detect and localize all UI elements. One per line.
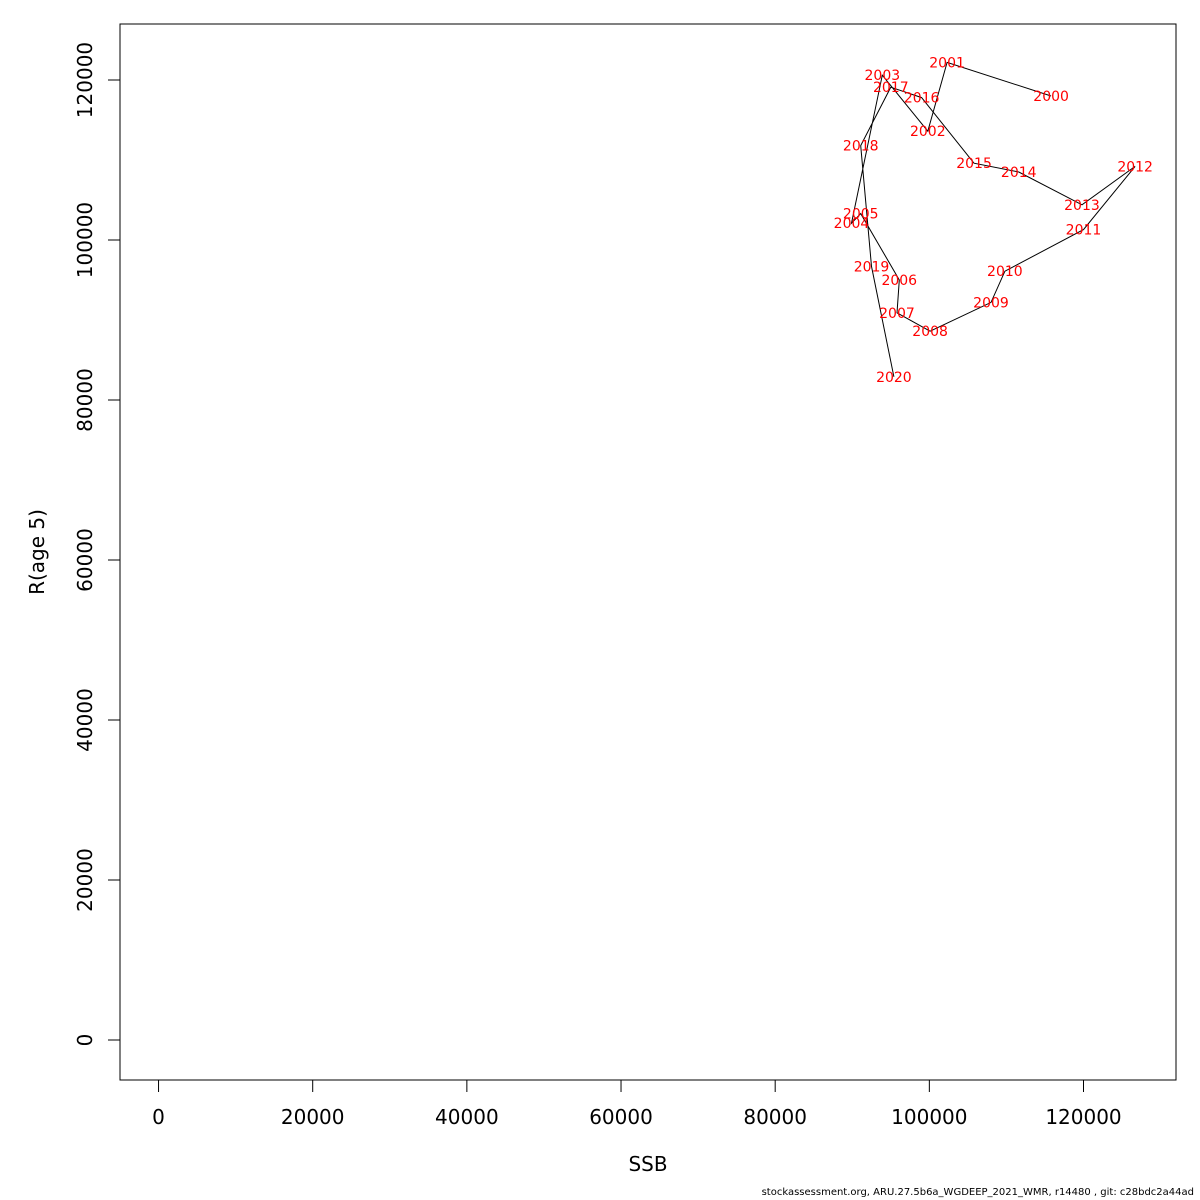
y-tick-label-2: 40000 bbox=[73, 688, 97, 752]
point-label-2017: 2017 bbox=[873, 80, 909, 96]
x-tick-label-3: 60000 bbox=[589, 1105, 653, 1129]
point-label-2018: 2018 bbox=[843, 139, 879, 155]
footer-text: stockassessment.org, ARU.27.5b6a_WGDEEP_… bbox=[761, 1187, 1194, 1198]
point-label-2002: 2002 bbox=[910, 124, 946, 140]
y-tick-label-6: 120000 bbox=[73, 42, 97, 118]
point-label-2014: 2014 bbox=[1001, 165, 1037, 181]
plot-frame bbox=[119, 23, 1177, 1081]
x-axis: 0 20000 40000 60000 80000 100000 120000 bbox=[152, 1079, 1122, 1129]
y-axis-title: R(age 5) bbox=[25, 509, 49, 595]
trajectory-line bbox=[850, 61, 1136, 377]
point-label-2001: 2001 bbox=[929, 55, 965, 71]
point-label-2015: 2015 bbox=[956, 156, 992, 172]
point-label-2011: 2011 bbox=[1066, 223, 1102, 239]
y-tick-label-0: 0 bbox=[73, 1034, 97, 1047]
point-label-2005: 2005 bbox=[843, 207, 879, 223]
y-tick-label-1: 20000 bbox=[73, 848, 97, 912]
point-label-2003: 2003 bbox=[865, 68, 901, 84]
x-tick-label-4: 80000 bbox=[743, 1105, 807, 1129]
x-tick-label-5: 100000 bbox=[891, 1105, 967, 1129]
point-label-2009: 2009 bbox=[973, 295, 1009, 311]
y-tick-label-4: 80000 bbox=[73, 368, 97, 432]
point-label-2013: 2013 bbox=[1064, 198, 1100, 214]
point-label-2012: 2012 bbox=[1117, 159, 1153, 175]
y-tick-label-5: 100000 bbox=[73, 202, 97, 278]
point-label-2000: 2000 bbox=[1033, 89, 1069, 105]
y-axis: 0 20000 40000 60000 80000 100000 120000 bbox=[73, 42, 121, 1047]
x-tick-label-6: 120000 bbox=[1045, 1105, 1121, 1129]
x-tick-label-1: 20000 bbox=[281, 1105, 345, 1129]
y-tick-label-3: 60000 bbox=[73, 528, 97, 592]
point-label-2016: 2016 bbox=[904, 91, 940, 107]
point-label-2010: 2010 bbox=[987, 264, 1023, 280]
point-label-2008: 2008 bbox=[912, 324, 948, 340]
point-label-2007: 2007 bbox=[879, 306, 915, 322]
x-tick-label-2: 40000 bbox=[435, 1105, 499, 1129]
x-axis-title: SSB bbox=[628, 1152, 667, 1176]
point-label-2006: 2006 bbox=[881, 273, 917, 289]
point-label-2020: 2020 bbox=[876, 370, 912, 386]
x-tick-label-0: 0 bbox=[152, 1105, 165, 1129]
point-label-2019: 2019 bbox=[854, 259, 890, 275]
point-label-2004: 2004 bbox=[834, 216, 870, 232]
